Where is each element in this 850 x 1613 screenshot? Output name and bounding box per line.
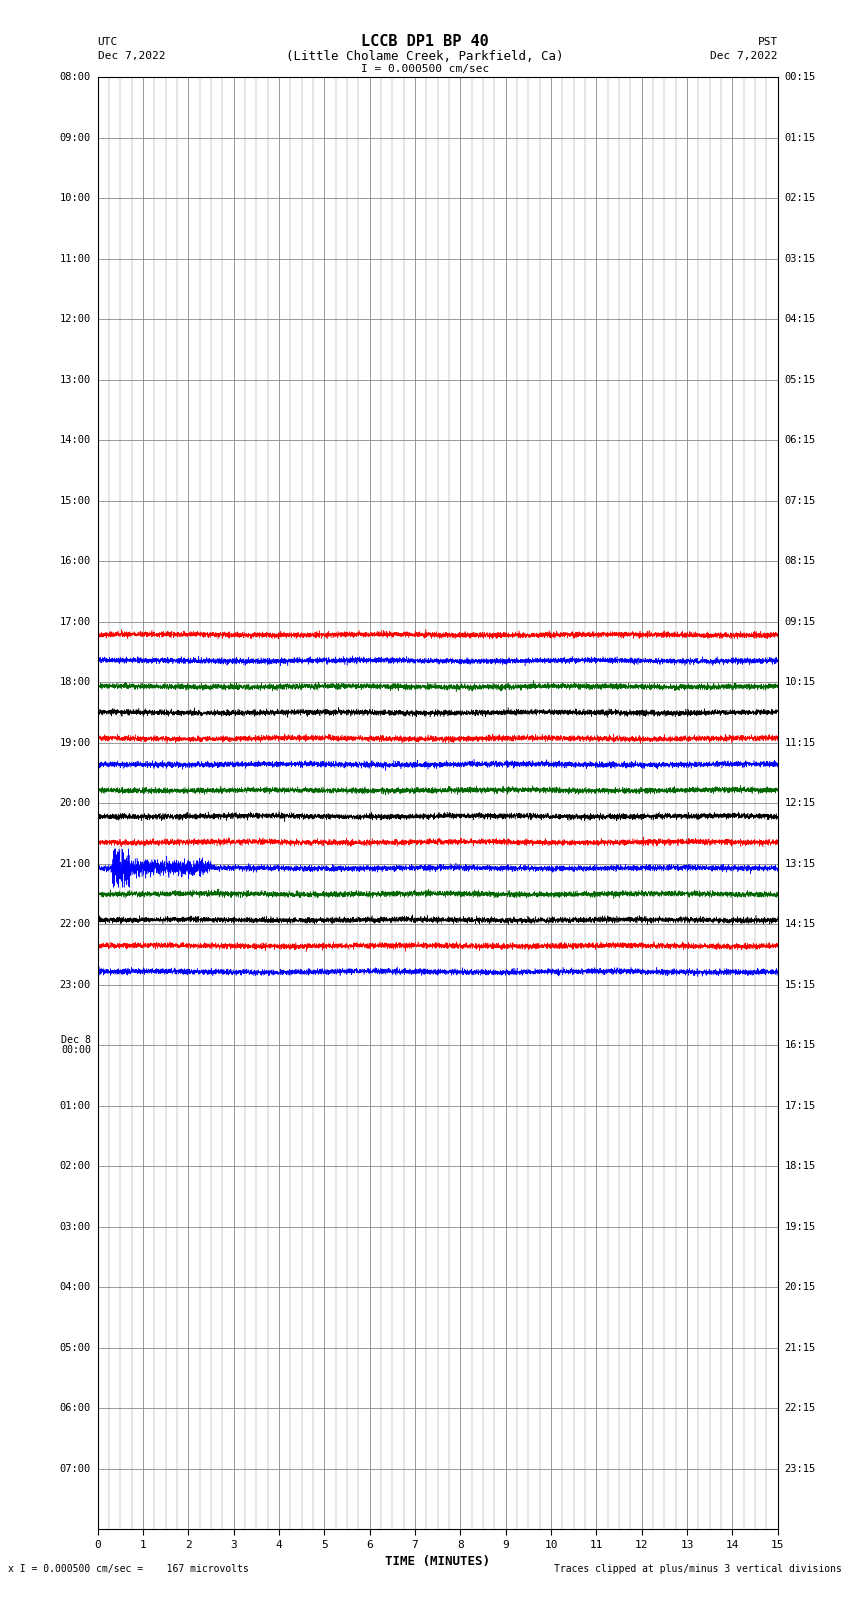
Text: Traces clipped at plus/minus 3 vertical divisions: Traces clipped at plus/minus 3 vertical … [553,1565,842,1574]
Text: 07:00: 07:00 [60,1463,91,1474]
Text: 10:00: 10:00 [60,194,91,203]
Text: 20:00: 20:00 [60,798,91,808]
Text: 11:00: 11:00 [60,253,91,265]
Text: 14:15: 14:15 [785,919,816,929]
Text: UTC: UTC [98,37,118,47]
Text: 01:00: 01:00 [60,1100,91,1111]
Text: 04:00: 04:00 [60,1282,91,1292]
X-axis label: TIME (MINUTES): TIME (MINUTES) [385,1555,490,1568]
Text: 15:00: 15:00 [60,495,91,506]
Text: 16:00: 16:00 [60,556,91,566]
Text: 23:15: 23:15 [785,1463,816,1474]
Text: 21:00: 21:00 [60,858,91,869]
Text: 17:15: 17:15 [785,1100,816,1111]
Text: 15:15: 15:15 [785,979,816,990]
Text: 03:00: 03:00 [60,1221,91,1232]
Text: I = 0.000500 cm/sec: I = 0.000500 cm/sec [361,65,489,74]
Text: 18:00: 18:00 [60,677,91,687]
Text: 23:00: 23:00 [60,979,91,990]
Text: 02:15: 02:15 [785,194,816,203]
Text: Dec 7,2022: Dec 7,2022 [98,52,165,61]
Text: 01:15: 01:15 [785,132,816,144]
Text: 02:00: 02:00 [60,1161,91,1171]
Text: 05:15: 05:15 [785,374,816,386]
Text: 13:15: 13:15 [785,858,816,869]
Text: 11:15: 11:15 [785,737,816,748]
Text: 21:15: 21:15 [785,1342,816,1353]
Text: (Little Cholame Creek, Parkfield, Ca): (Little Cholame Creek, Parkfield, Ca) [286,50,564,63]
Text: Dec 8: Dec 8 [61,1036,91,1045]
Text: LCCB DP1 BP 40: LCCB DP1 BP 40 [361,34,489,50]
Text: PST: PST [757,37,778,47]
Text: 19:00: 19:00 [60,737,91,748]
Text: 03:15: 03:15 [785,253,816,265]
Text: 00:00: 00:00 [61,1045,91,1055]
Text: 17:00: 17:00 [60,616,91,627]
Text: 10:15: 10:15 [785,677,816,687]
Text: Dec 7,2022: Dec 7,2022 [711,52,778,61]
Text: 05:00: 05:00 [60,1342,91,1353]
Text: 00:15: 00:15 [785,73,816,82]
Text: 14:00: 14:00 [60,436,91,445]
Text: 06:15: 06:15 [785,436,816,445]
Text: 09:15: 09:15 [785,616,816,627]
Text: x I = 0.000500 cm/sec =    167 microvolts: x I = 0.000500 cm/sec = 167 microvolts [8,1565,249,1574]
Text: 06:00: 06:00 [60,1403,91,1413]
Text: 20:15: 20:15 [785,1282,816,1292]
Text: 08:00: 08:00 [60,73,91,82]
Text: 13:00: 13:00 [60,374,91,386]
Text: 22:15: 22:15 [785,1403,816,1413]
Text: 12:15: 12:15 [785,798,816,808]
Text: 18:15: 18:15 [785,1161,816,1171]
Text: 09:00: 09:00 [60,132,91,144]
Text: 04:15: 04:15 [785,315,816,324]
Text: 07:15: 07:15 [785,495,816,506]
Text: 16:15: 16:15 [785,1040,816,1050]
Text: 08:15: 08:15 [785,556,816,566]
Text: 19:15: 19:15 [785,1221,816,1232]
Text: 22:00: 22:00 [60,919,91,929]
Text: 12:00: 12:00 [60,315,91,324]
